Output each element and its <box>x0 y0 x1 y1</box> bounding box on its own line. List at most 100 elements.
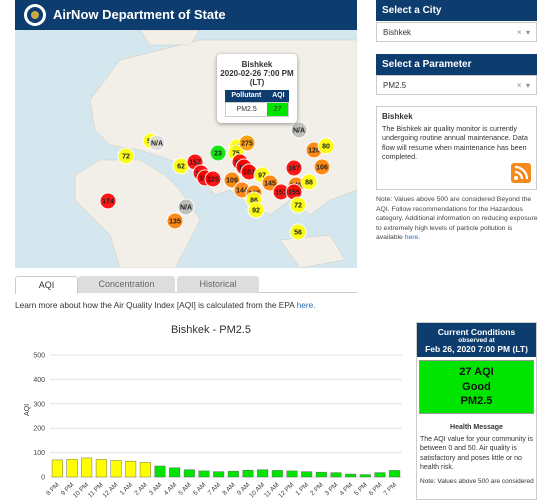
select-icon: × ▾ <box>516 81 530 90</box>
learn-link[interactable]: here. <box>296 300 316 310</box>
bar <box>139 462 151 478</box>
map-marker[interactable]: 72 <box>117 147 135 165</box>
y-tick-label: 100 <box>33 450 45 457</box>
map-marker[interactable]: 125 <box>204 170 222 188</box>
marker-label: 144 <box>236 188 248 195</box>
bar <box>301 471 313 478</box>
marker-label: 80 <box>322 144 330 151</box>
learn: Learn more about how the Air Quality Ind… <box>15 300 316 310</box>
popup-pollutant: PM2.5 <box>236 106 257 113</box>
map-marker[interactable]: 56 <box>289 223 307 241</box>
map-marker[interactable]: N/A <box>290 121 308 139</box>
marker-dot <box>166 212 184 230</box>
x-tick-label: 4 AM <box>163 481 178 496</box>
learn-text: Learn more about how the Air Quality Ind… <box>15 300 297 310</box>
x-tick-label: 10 PM <box>72 481 90 499</box>
marker-label: 153 <box>243 170 255 177</box>
map-marker[interactable]: 174 <box>99 192 117 210</box>
popup-city: Bishkek <box>241 60 273 69</box>
map-marker[interactable]: 167 <box>285 159 303 177</box>
health-title: Health Message <box>450 423 503 431</box>
tab[interactable]: Historical <box>177 276 259 293</box>
city-select[interactable]: Bishkek × ▾ <box>376 22 537 42</box>
marker-label: 153 <box>275 190 287 197</box>
marker-dot <box>313 158 331 176</box>
map-marker[interactable]: 72 <box>289 196 307 214</box>
marker-label: 125 <box>207 177 219 184</box>
marker-label: 157 <box>189 160 201 167</box>
map-marker[interactable]: 62 <box>172 157 190 175</box>
marker-dot <box>204 170 222 188</box>
map-marker[interactable]: 275 <box>238 134 256 152</box>
marker-label: 120 <box>308 148 320 155</box>
marker-dot <box>209 144 227 162</box>
x-tick-label: 10 AM <box>248 481 266 499</box>
bar <box>110 460 122 478</box>
y-tick-label: 300 <box>33 401 45 408</box>
info-text: The Bishkek air quality monitor is curre… <box>382 123 528 162</box>
bar <box>345 473 357 478</box>
marker-dot <box>317 137 335 155</box>
aqi-box: 27 AQI Good PM2.5 <box>419 360 534 414</box>
tab[interactable]: Concentration <box>78 276 175 293</box>
marker-dot <box>300 173 318 191</box>
health-text: The AQI value for your community is betw… <box>420 435 533 472</box>
param-select[interactable]: PM2.5 × ▾ <box>376 75 537 95</box>
map-marker[interactable]: N/A <box>148 134 166 152</box>
map-marker[interactable]: N/A <box>177 198 195 216</box>
x-tick-label: 7 PM <box>382 481 398 497</box>
map-marker[interactable]: 153 <box>272 183 290 201</box>
marker-dot <box>289 196 307 214</box>
map-marker[interactable]: 135 <box>166 212 184 230</box>
map[interactable]: 51N/A72621571811661252388752751511691539… <box>15 30 357 268</box>
current-panel: Current Conditions observed at Feb 26, 2… <box>416 322 537 500</box>
note-link[interactable]: here. <box>404 234 421 241</box>
marker-dot <box>247 201 265 219</box>
x-tick-label: 2 PM <box>309 481 325 497</box>
rss-icon[interactable] <box>511 163 531 183</box>
map-marker[interactable]: 80 <box>317 137 335 155</box>
map-marker[interactable]: 23 <box>209 144 227 162</box>
marker-label: 56 <box>294 230 302 237</box>
marker-label: 72 <box>294 203 302 210</box>
select-icon: × ▾ <box>516 28 530 37</box>
observed-time: Feb 26, 2020 7:00 PM (LT) <box>425 344 528 354</box>
bar <box>198 470 210 478</box>
popup-time: 2020-02-26 7:00 PM (LT) <box>220 69 294 87</box>
bar <box>81 457 93 478</box>
marker-label: 92 <box>252 208 260 215</box>
marker-label: 88 <box>305 180 313 187</box>
observed-label: observed at <box>458 337 495 344</box>
bar <box>66 458 78 478</box>
aqi-value: 27 AQI <box>459 366 494 378</box>
bar <box>315 471 327 478</box>
bar <box>359 474 371 478</box>
map-marker[interactable]: 106 <box>313 158 331 176</box>
bar <box>154 465 166 478</box>
map-marker[interactable]: 92 <box>247 201 265 219</box>
marker-dot <box>261 174 279 192</box>
bar <box>374 472 386 478</box>
popup: Bishkek 2020-02-26 7:00 PM (LT) Pollutan… <box>217 54 297 123</box>
x-tick-label: 3 AM <box>148 481 163 496</box>
map-marker[interactable]: 88 <box>300 173 318 191</box>
marker-label: 275 <box>241 141 253 148</box>
bar <box>257 469 269 478</box>
popup-col: Pollutant <box>231 92 262 99</box>
x-tick-label: 2 AM <box>133 481 148 496</box>
bar <box>169 467 181 478</box>
info-box: Bishkek The Bishkek air quality monitor … <box>376 106 537 190</box>
x-tick-label: 5 PM <box>353 481 369 497</box>
map-marker[interactable]: 145 <box>261 174 279 192</box>
city-value: Bishkek <box>383 28 412 37</box>
bar <box>125 460 137 478</box>
aqi-pollutant: PM2.5 <box>460 395 493 407</box>
marker-label: 75 <box>232 151 240 158</box>
bar <box>95 459 107 478</box>
city-header: Select a City <box>376 0 537 21</box>
bar <box>286 470 298 478</box>
marker-dot <box>290 121 308 139</box>
tab[interactable]: AQI <box>15 276 78 294</box>
bar <box>242 469 254 478</box>
popup-col: AQI <box>272 92 285 99</box>
